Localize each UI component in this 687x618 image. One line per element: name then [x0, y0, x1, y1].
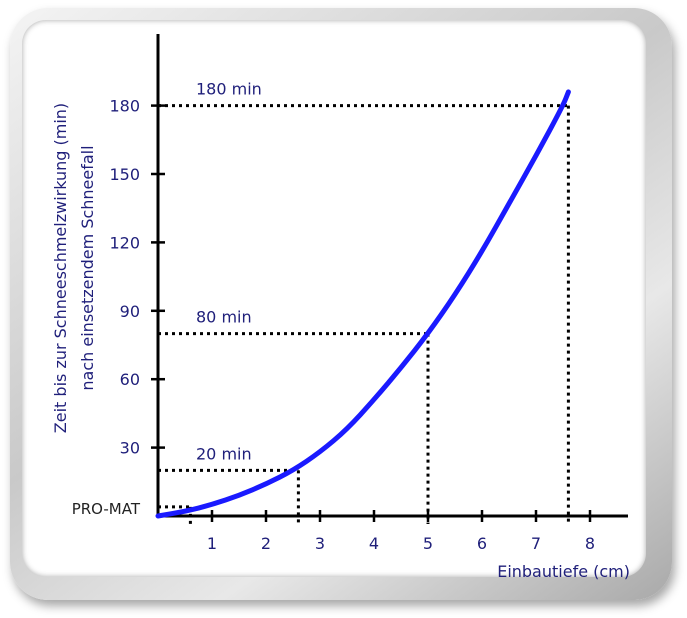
- x-tick-label-1: 1: [207, 534, 217, 553]
- x-tick-label-3: 3: [315, 534, 325, 553]
- annotation-label-0: 20 min: [196, 444, 252, 463]
- annotation-label-2: 180 min: [196, 80, 262, 99]
- y-tick-label-90: 90: [120, 302, 140, 321]
- x-tick-label-8: 8: [585, 534, 595, 553]
- y-axis-label-line2: nach einsetzendem Schneefall: [78, 145, 97, 390]
- x-tick-label-5: 5: [423, 534, 433, 553]
- series-line-0: [155, 89, 571, 519]
- x-tick-label-6: 6: [477, 534, 487, 553]
- x-tick-label-2: 2: [261, 534, 271, 553]
- x-axis-label: Einbautiefe (cm): [497, 562, 630, 581]
- y-tick-label-120: 120: [109, 233, 140, 252]
- y-axis-label-line1: Zeit bis zur Schneeschmelzwirkung (min): [51, 103, 70, 433]
- x-tick-label-4: 4: [369, 534, 379, 553]
- annotation-label-1: 80 min: [196, 308, 252, 327]
- chart-panel: [22, 20, 646, 577]
- y-tick-label-180: 180: [109, 97, 140, 116]
- y-origin-label: PRO-MAT: [72, 500, 141, 518]
- x-tick-label-7: 7: [531, 534, 541, 553]
- y-tick-label-150: 150: [109, 165, 140, 184]
- y-tick-label-30: 30: [120, 439, 140, 458]
- y-tick-label-60: 60: [120, 370, 140, 389]
